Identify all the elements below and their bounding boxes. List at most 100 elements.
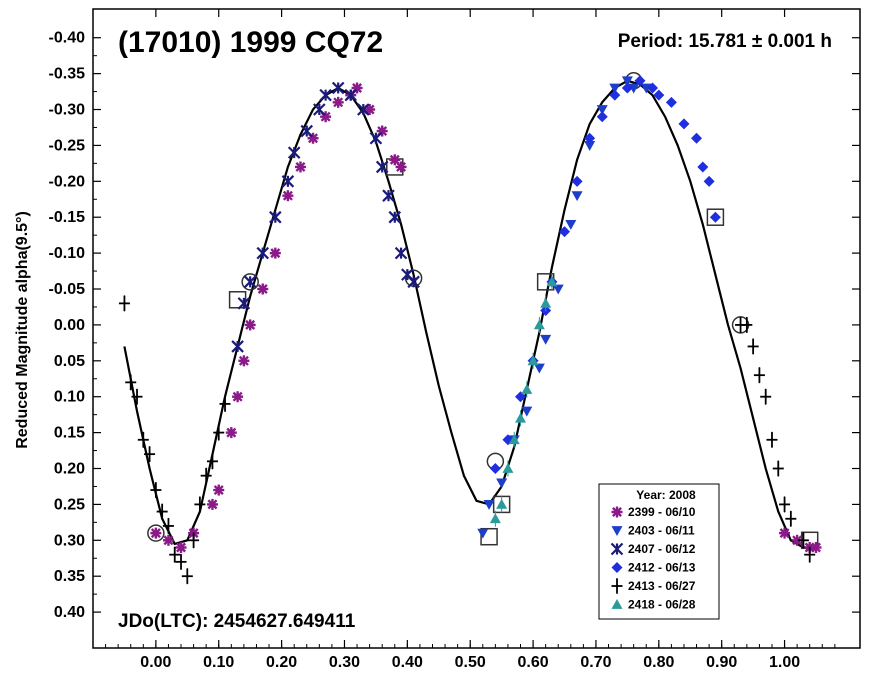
data-point (533, 363, 545, 374)
data-point (300, 124, 314, 138)
y-tick-label: 0.15 (54, 425, 85, 442)
asterisk-stroke (792, 535, 803, 546)
legend-entry: 2403 - 06/11 (611, 524, 695, 538)
asterisk-stroke (232, 391, 243, 402)
asterisk-stroke (163, 535, 174, 546)
asterisk-stroke (612, 507, 622, 517)
asterisk-stroke (389, 154, 400, 165)
series-2407-06-12 (231, 81, 420, 353)
highlight-circle (241, 273, 259, 291)
asterisk-stroke (207, 499, 218, 510)
data-point (477, 528, 489, 539)
data-point (131, 389, 143, 405)
y-tick-label: 0.30 (54, 532, 85, 549)
data-point (709, 211, 721, 223)
data-point (231, 340, 244, 353)
data-point (653, 89, 665, 101)
asterisk-stroke (270, 248, 281, 259)
data-point (269, 247, 281, 259)
data-point (150, 482, 162, 498)
y-tick-label: -0.15 (49, 209, 86, 226)
y-tick-label: 0.05 (54, 353, 85, 370)
legend-label: 2407 - 06/12 (628, 542, 696, 556)
data-point (621, 82, 633, 94)
highlight-square (228, 291, 247, 309)
y-tick-label: -0.35 (49, 66, 86, 83)
y-tick-label: -0.10 (49, 245, 86, 262)
y-tick-label: 0.10 (54, 389, 85, 406)
asterisk-stroke (295, 161, 306, 172)
asterisk-stroke (282, 190, 293, 201)
data-point (489, 513, 501, 524)
data-point (810, 541, 822, 553)
legend-label: 2418 - 06/28 (628, 598, 696, 612)
data-point (137, 432, 149, 448)
legend-label: 2399 - 06/10 (628, 505, 696, 519)
data-point (150, 527, 162, 539)
data-point (313, 103, 326, 116)
legend-title: Year: 2008 (636, 488, 696, 502)
y-tick-label: 0.40 (54, 604, 85, 621)
data-point (200, 467, 212, 484)
axis-ticks: -0.40 -0.35 -0.30 -0.25 -0.20 -0.15 -0.10 -0.05… (49, 9, 860, 671)
data-point (213, 484, 225, 496)
data-points (118, 75, 822, 585)
data-point (125, 374, 137, 391)
legend-marker (611, 506, 623, 518)
highlight-square (480, 527, 498, 546)
data-point (369, 131, 383, 145)
data-point (521, 384, 533, 394)
asterisk-stroke (308, 133, 319, 144)
data-point (508, 434, 520, 445)
data-point (232, 391, 244, 403)
x-tick-label: 0.90 (706, 654, 737, 671)
data-point (779, 496, 791, 513)
data-point (188, 532, 200, 549)
y-tick-label: 0.00 (54, 317, 85, 334)
data-point (559, 226, 571, 238)
legend-entries: 2399 - 06/10 2403 - 06/11 2407 - 06/12 2412… (610, 505, 696, 612)
data-point (287, 146, 301, 159)
data-point (772, 460, 784, 477)
legend-entry: 2412 - 06/13 (611, 561, 696, 575)
data-point (162, 518, 174, 534)
data-point (281, 175, 295, 188)
data-point (175, 554, 187, 570)
data-point (779, 527, 791, 539)
data-point (571, 175, 583, 187)
data-point (194, 496, 206, 513)
data-point (237, 297, 251, 310)
data-point (584, 141, 596, 151)
data-point (257, 283, 269, 295)
x-tick-label: 0.40 (392, 654, 423, 671)
data-point (307, 132, 319, 144)
data-point (621, 76, 633, 87)
data-point (395, 161, 407, 173)
series-2418-06-28 (489, 273, 558, 527)
data-point (609, 83, 621, 94)
data-point (502, 434, 514, 446)
legend: Year: 2008 2399 - 06/10 2403 - 06/11 2407 … (598, 483, 720, 620)
asterisk-stroke (396, 161, 407, 172)
data-point (533, 319, 545, 330)
x-tick-label: 0.10 (203, 654, 234, 671)
asterisk-stroke (238, 355, 249, 366)
highlight-circle (147, 524, 165, 542)
data-point (785, 511, 797, 527)
x-tick-label: 1.00 (769, 654, 800, 671)
data-point (175, 541, 187, 553)
data-point (515, 391, 527, 403)
data-point (489, 463, 501, 475)
data-point (256, 246, 270, 260)
data-point (394, 246, 408, 260)
data-point (502, 463, 514, 473)
data-point (375, 160, 389, 174)
legend-label: 2412 - 06/13 (628, 561, 696, 575)
data-point (169, 546, 181, 563)
data-point (596, 105, 608, 116)
legend-marker (611, 578, 623, 594)
asterisk-stroke (213, 485, 224, 496)
legend-entry: 2407 - 06/12 (610, 542, 696, 556)
data-point (747, 338, 759, 355)
legend-marker (610, 542, 624, 556)
